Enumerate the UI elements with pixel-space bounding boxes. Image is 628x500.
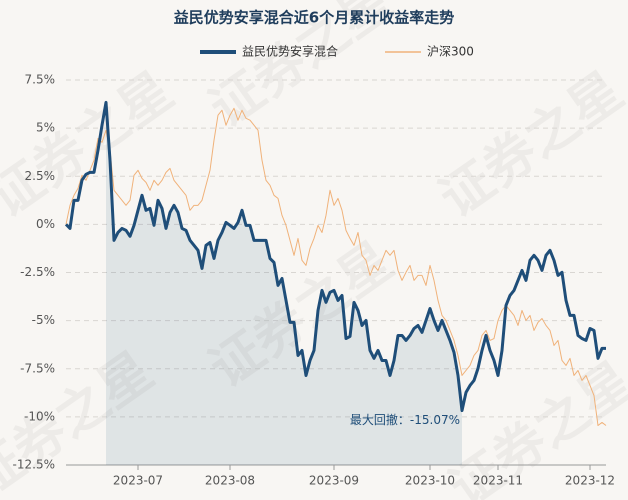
legend-label: 沪深300 <box>427 45 474 59</box>
y-tick-label: -7.5% <box>20 361 55 375</box>
x-tick-label: 2023-07 <box>113 474 163 488</box>
annotation: 最大回撤：-15.07% <box>350 412 460 427</box>
chart-title: 益民优势安享混合近6个月累计收益率走势 <box>174 9 454 27</box>
y-tick-label: 2.5% <box>25 169 56 183</box>
y-tick-label: 0% <box>36 217 55 231</box>
y-tick-label: 7.5% <box>25 73 56 87</box>
y-tick-label: -12.5% <box>13 458 55 472</box>
y-tick-label: -10% <box>24 409 55 423</box>
x-tick-label: 2023-12 <box>565 474 615 488</box>
x-tick-label: 2023-11 <box>473 474 523 488</box>
legend-label: 益民优势安享混合 <box>242 44 338 59</box>
y-tick-label: 5% <box>36 121 55 135</box>
series-line <box>64 100 606 413</box>
x-tick-label: 2023-09 <box>309 474 359 488</box>
watermark: 证券之星 <box>429 61 628 229</box>
x-tick-label: 2023-10 <box>405 474 455 488</box>
drawdown-area <box>106 102 462 465</box>
y-tick-label: -5% <box>32 313 55 327</box>
series-line <box>65 107 607 427</box>
y-tick-label: -2.5% <box>20 265 55 279</box>
x-tick-label: 2023-08 <box>205 474 255 488</box>
